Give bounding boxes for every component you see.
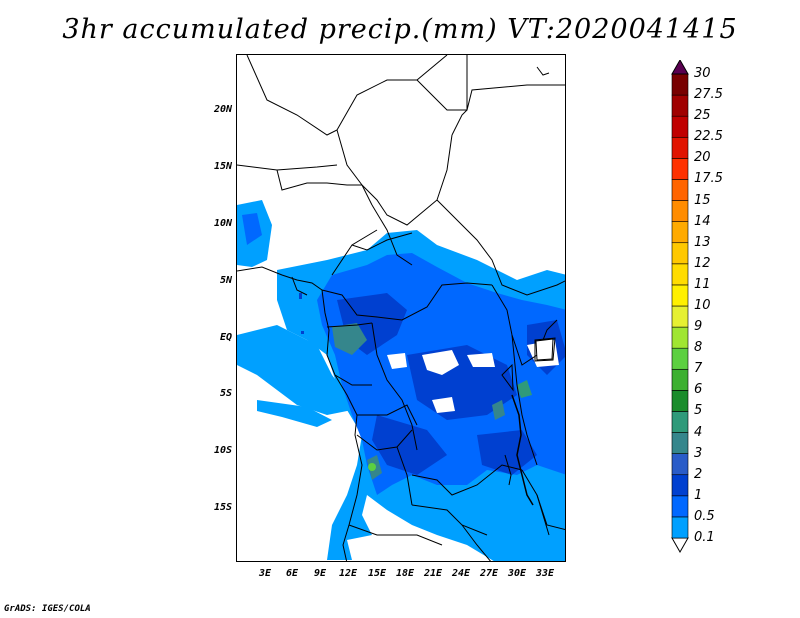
colorbar-segment	[671, 263, 689, 286]
colorbar-tick-label: 20	[694, 150, 711, 166]
colorbar-segment	[671, 200, 689, 222]
colorbar-segment	[671, 516, 689, 539]
colorbar-segment	[671, 432, 689, 454]
colorbar-tick-label: 2	[694, 466, 703, 482]
colorbar-segment	[671, 179, 689, 201]
lon-label-30e: 30E	[507, 568, 527, 579]
colorbar-tick-label: 30	[694, 66, 711, 81]
colorbar-tick-label: 10	[694, 298, 711, 313]
colorbar-tick-label: 13	[694, 234, 711, 250]
colorbar-tick-label: 7	[694, 361, 703, 377]
atlantic-precip-area	[237, 325, 352, 415]
colorbar-segment	[671, 158, 689, 180]
colorbar-segment	[671, 347, 689, 370]
grads-credit: GrADS: IGES/COLA	[4, 604, 91, 614]
lon-label-24e: 24E	[451, 568, 471, 579]
colorbar-segment	[671, 60, 689, 75]
lat-label-eq: EQ	[219, 332, 232, 343]
colorbar-tick-label: 27.5	[694, 87, 723, 103]
lon-label-12e: 12E	[338, 568, 358, 579]
lat-label-5n: 5N	[219, 275, 232, 286]
colorbar-tick-label: 3	[694, 445, 703, 461]
colorbar-segment	[671, 221, 689, 244]
colorbar-segment	[671, 73, 689, 96]
lon-label-15e: 15E	[367, 568, 387, 579]
colorbar-tick-label: 0.1	[694, 530, 715, 545]
colorbar-segment	[671, 284, 689, 307]
colorbar-segment	[671, 115, 689, 138]
lon-label-9e: 9E	[313, 568, 327, 579]
colorbar-segment	[671, 411, 689, 433]
colorbar-tick-label: 8	[694, 340, 703, 356]
colorbar-segment	[671, 495, 689, 518]
colorbar-tick-label: 25	[694, 108, 711, 124]
colorbar-tick-label: 5	[694, 403, 703, 419]
colorbar-segment	[671, 453, 689, 476]
colorbar-segment	[671, 242, 689, 265]
lat-label-15n: 15N	[213, 161, 232, 172]
lon-label-18e: 18E	[395, 568, 415, 579]
precip-map	[236, 54, 566, 562]
colorbar-segment	[671, 474, 689, 497]
colorbar	[671, 60, 689, 554]
colorbar-segment	[671, 368, 689, 391]
colorbar-tick-label: 15	[694, 192, 711, 208]
lat-label-10s: 10S	[213, 445, 232, 456]
lat-label-10n: 10N	[213, 218, 232, 229]
lon-label-27e: 27E	[479, 568, 499, 579]
colorbar-segment	[671, 326, 689, 349]
colorbar-segment	[671, 136, 689, 159]
precip-map-canvas	[237, 55, 565, 561]
colorbar-segment	[671, 94, 689, 117]
lon-label-21e: 21E	[423, 568, 443, 579]
colorbar-segment	[671, 537, 689, 554]
colorbar-tick-label: 17.5	[694, 171, 723, 187]
colorbar-tick-label: 4	[694, 424, 703, 440]
lon-label-33e: 33E	[535, 568, 555, 579]
colorbar-tick-label: 14	[694, 213, 711, 229]
colorbar-tick-label: 12	[694, 255, 711, 271]
colorbar-tick-label: 22.5	[694, 129, 723, 145]
map-title: 3hr accumulated precip.(mm) VT:202004141…	[62, 14, 738, 45]
colorbar-tick-label: 0.5	[694, 508, 715, 524]
lat-label-15s: 15S	[213, 502, 232, 513]
colorbar-tick-label: 9	[694, 319, 703, 335]
teal-precip-patch	[332, 323, 367, 355]
lon-label-6e: 6E	[285, 568, 299, 579]
colorbar-tick-label: 1	[694, 487, 703, 503]
lat-label-5s: 5S	[219, 388, 232, 399]
lon-label-3e: 3E	[258, 568, 272, 579]
lat-label-20n: 20N	[213, 104, 232, 115]
country-borders	[237, 55, 565, 561]
colorbar-tick-label: 11	[694, 276, 711, 292]
colorbar-segment	[671, 390, 689, 412]
colorbar-segment	[671, 305, 689, 328]
colorbar-tick-label: 6	[694, 382, 703, 398]
